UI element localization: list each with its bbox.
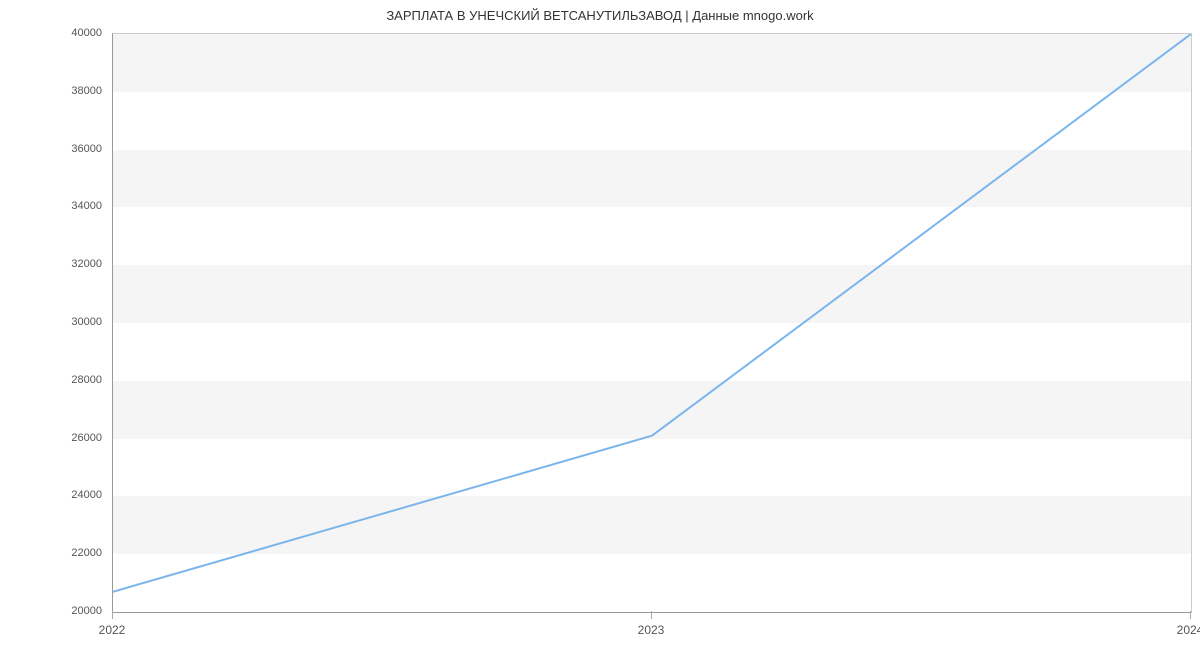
plot-area [112, 33, 1192, 613]
y-tick-label: 26000 [0, 432, 102, 444]
x-tick-label: 2022 [99, 623, 126, 637]
x-tick-label: 2024 [1177, 623, 1200, 637]
y-tick-label: 30000 [0, 316, 102, 328]
y-tick-label: 24000 [0, 489, 102, 501]
x-tick-mark [1190, 611, 1191, 619]
chart-line-layer [113, 34, 1191, 612]
y-tick-label: 34000 [0, 200, 102, 212]
x-tick-mark [112, 611, 113, 619]
y-tick-label: 22000 [0, 547, 102, 559]
chart-title: ЗАРПЛАТА В УНЕЧСКИЙ ВЕТСАНУТИЛЬЗАВОД | Д… [0, 8, 1200, 23]
y-tick-label: 36000 [0, 143, 102, 155]
x-tick-label: 2023 [638, 623, 665, 637]
y-tick-label: 32000 [0, 258, 102, 270]
y-tick-label: 40000 [0, 27, 102, 39]
y-tick-label: 28000 [0, 374, 102, 386]
chart-container: ЗАРПЛАТА В УНЕЧСКИЙ ВЕТСАНУТИЛЬЗАВОД | Д… [0, 0, 1200, 650]
x-tick-mark [651, 611, 652, 619]
y-tick-label: 38000 [0, 85, 102, 97]
y-tick-label: 20000 [0, 605, 102, 617]
series-line-salary [113, 34, 1191, 592]
